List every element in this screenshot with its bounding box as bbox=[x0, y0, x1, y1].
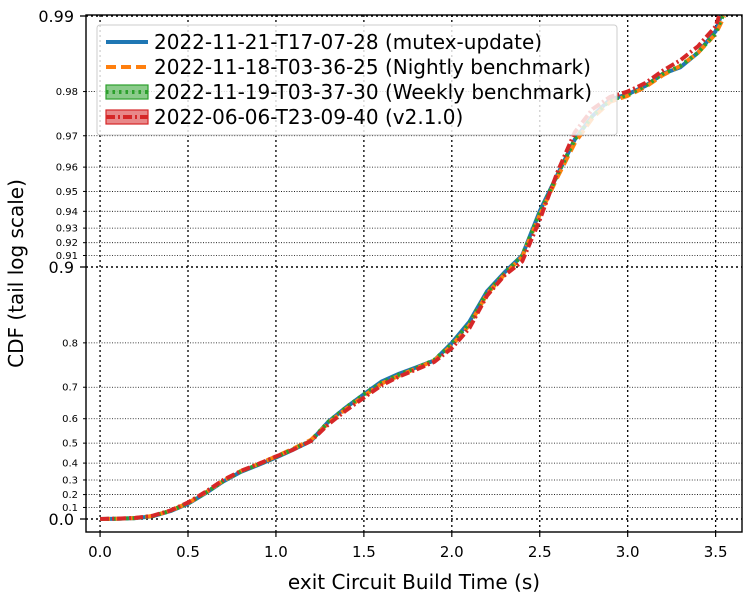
y-axis-title: CDF (tail log scale) bbox=[4, 179, 28, 368]
y-minor-tick-label: 0.95 bbox=[56, 187, 78, 198]
axis-ticks: 0.0 0.5 1.0 1.5 2.0 2.5 3.0 3.5 0.1 0.2 0.3 0.4 0.5 0… bbox=[38, 7, 727, 561]
y-minor-tick-label: 0.92 bbox=[56, 238, 78, 249]
y-minor-tick-label: 0.8 bbox=[62, 338, 78, 349]
y-minor-tick-label: 0.6 bbox=[62, 414, 78, 425]
y-minor-tick-label: 0.2 bbox=[62, 490, 78, 501]
y-minor-tick-label: 0.5 bbox=[62, 439, 78, 450]
x-tick-label: 2.0 bbox=[440, 543, 464, 561]
x-tick-label: 1.0 bbox=[264, 543, 288, 561]
legend-label-1: 2022-11-21-T17-07-28 (mutex-update) bbox=[154, 30, 542, 54]
series-line-4 bbox=[100, 15, 721, 521]
y-minor-tick-label: 0.94 bbox=[56, 207, 78, 218]
y-minor-tick-label: 0.7 bbox=[62, 383, 78, 394]
legend-label-2: 2022-11-18-T03-36-25 (Nightly benchmark) bbox=[154, 55, 591, 79]
y-minor-tick-label: 0.98 bbox=[56, 87, 78, 98]
grid bbox=[86, 15, 742, 532]
x-tick-label: 0.0 bbox=[88, 543, 112, 561]
legend-label-3: 2022-11-19-T03-37-30 (Weekly benchmark) bbox=[154, 80, 592, 104]
x-tick-label: 1.5 bbox=[352, 543, 376, 561]
x-axis-title: exit Circuit Build Time (s) bbox=[288, 570, 540, 594]
x-tick-label: 0.5 bbox=[176, 543, 200, 561]
y-major-tick-label: 0.9 bbox=[49, 258, 74, 277]
y-minor-tick-label: 0.96 bbox=[56, 163, 78, 174]
y-minor-tick-label: 0.4 bbox=[62, 459, 78, 470]
plot-area-frame bbox=[85, 14, 743, 533]
x-tick-label: 3.5 bbox=[704, 543, 728, 561]
y-minor-tick-label: 0.91 bbox=[56, 251, 78, 262]
y-minor-tick-label: 0.93 bbox=[56, 224, 78, 235]
y-major-tick-label: 0.99 bbox=[38, 7, 74, 26]
x-tick-label: 2.5 bbox=[528, 543, 552, 561]
series-lines bbox=[100, 15, 727, 521]
legend-label-4: 2022-06-06-T23-09-40 (v2.1.0) bbox=[154, 105, 463, 129]
y-minor-tick-label: 0.3 bbox=[62, 475, 78, 486]
y-major-tick-label: 0.0 bbox=[49, 510, 74, 529]
y-minor-tick-label: 0.97 bbox=[56, 131, 78, 142]
y-minor-tick-label: 0.1 bbox=[62, 503, 78, 514]
x-tick-label: 3.0 bbox=[616, 543, 640, 561]
legend-box bbox=[96, 24, 618, 136]
legend: 2022-11-21-T17-07-28 (mutex-update)2022-… bbox=[96, 24, 618, 136]
